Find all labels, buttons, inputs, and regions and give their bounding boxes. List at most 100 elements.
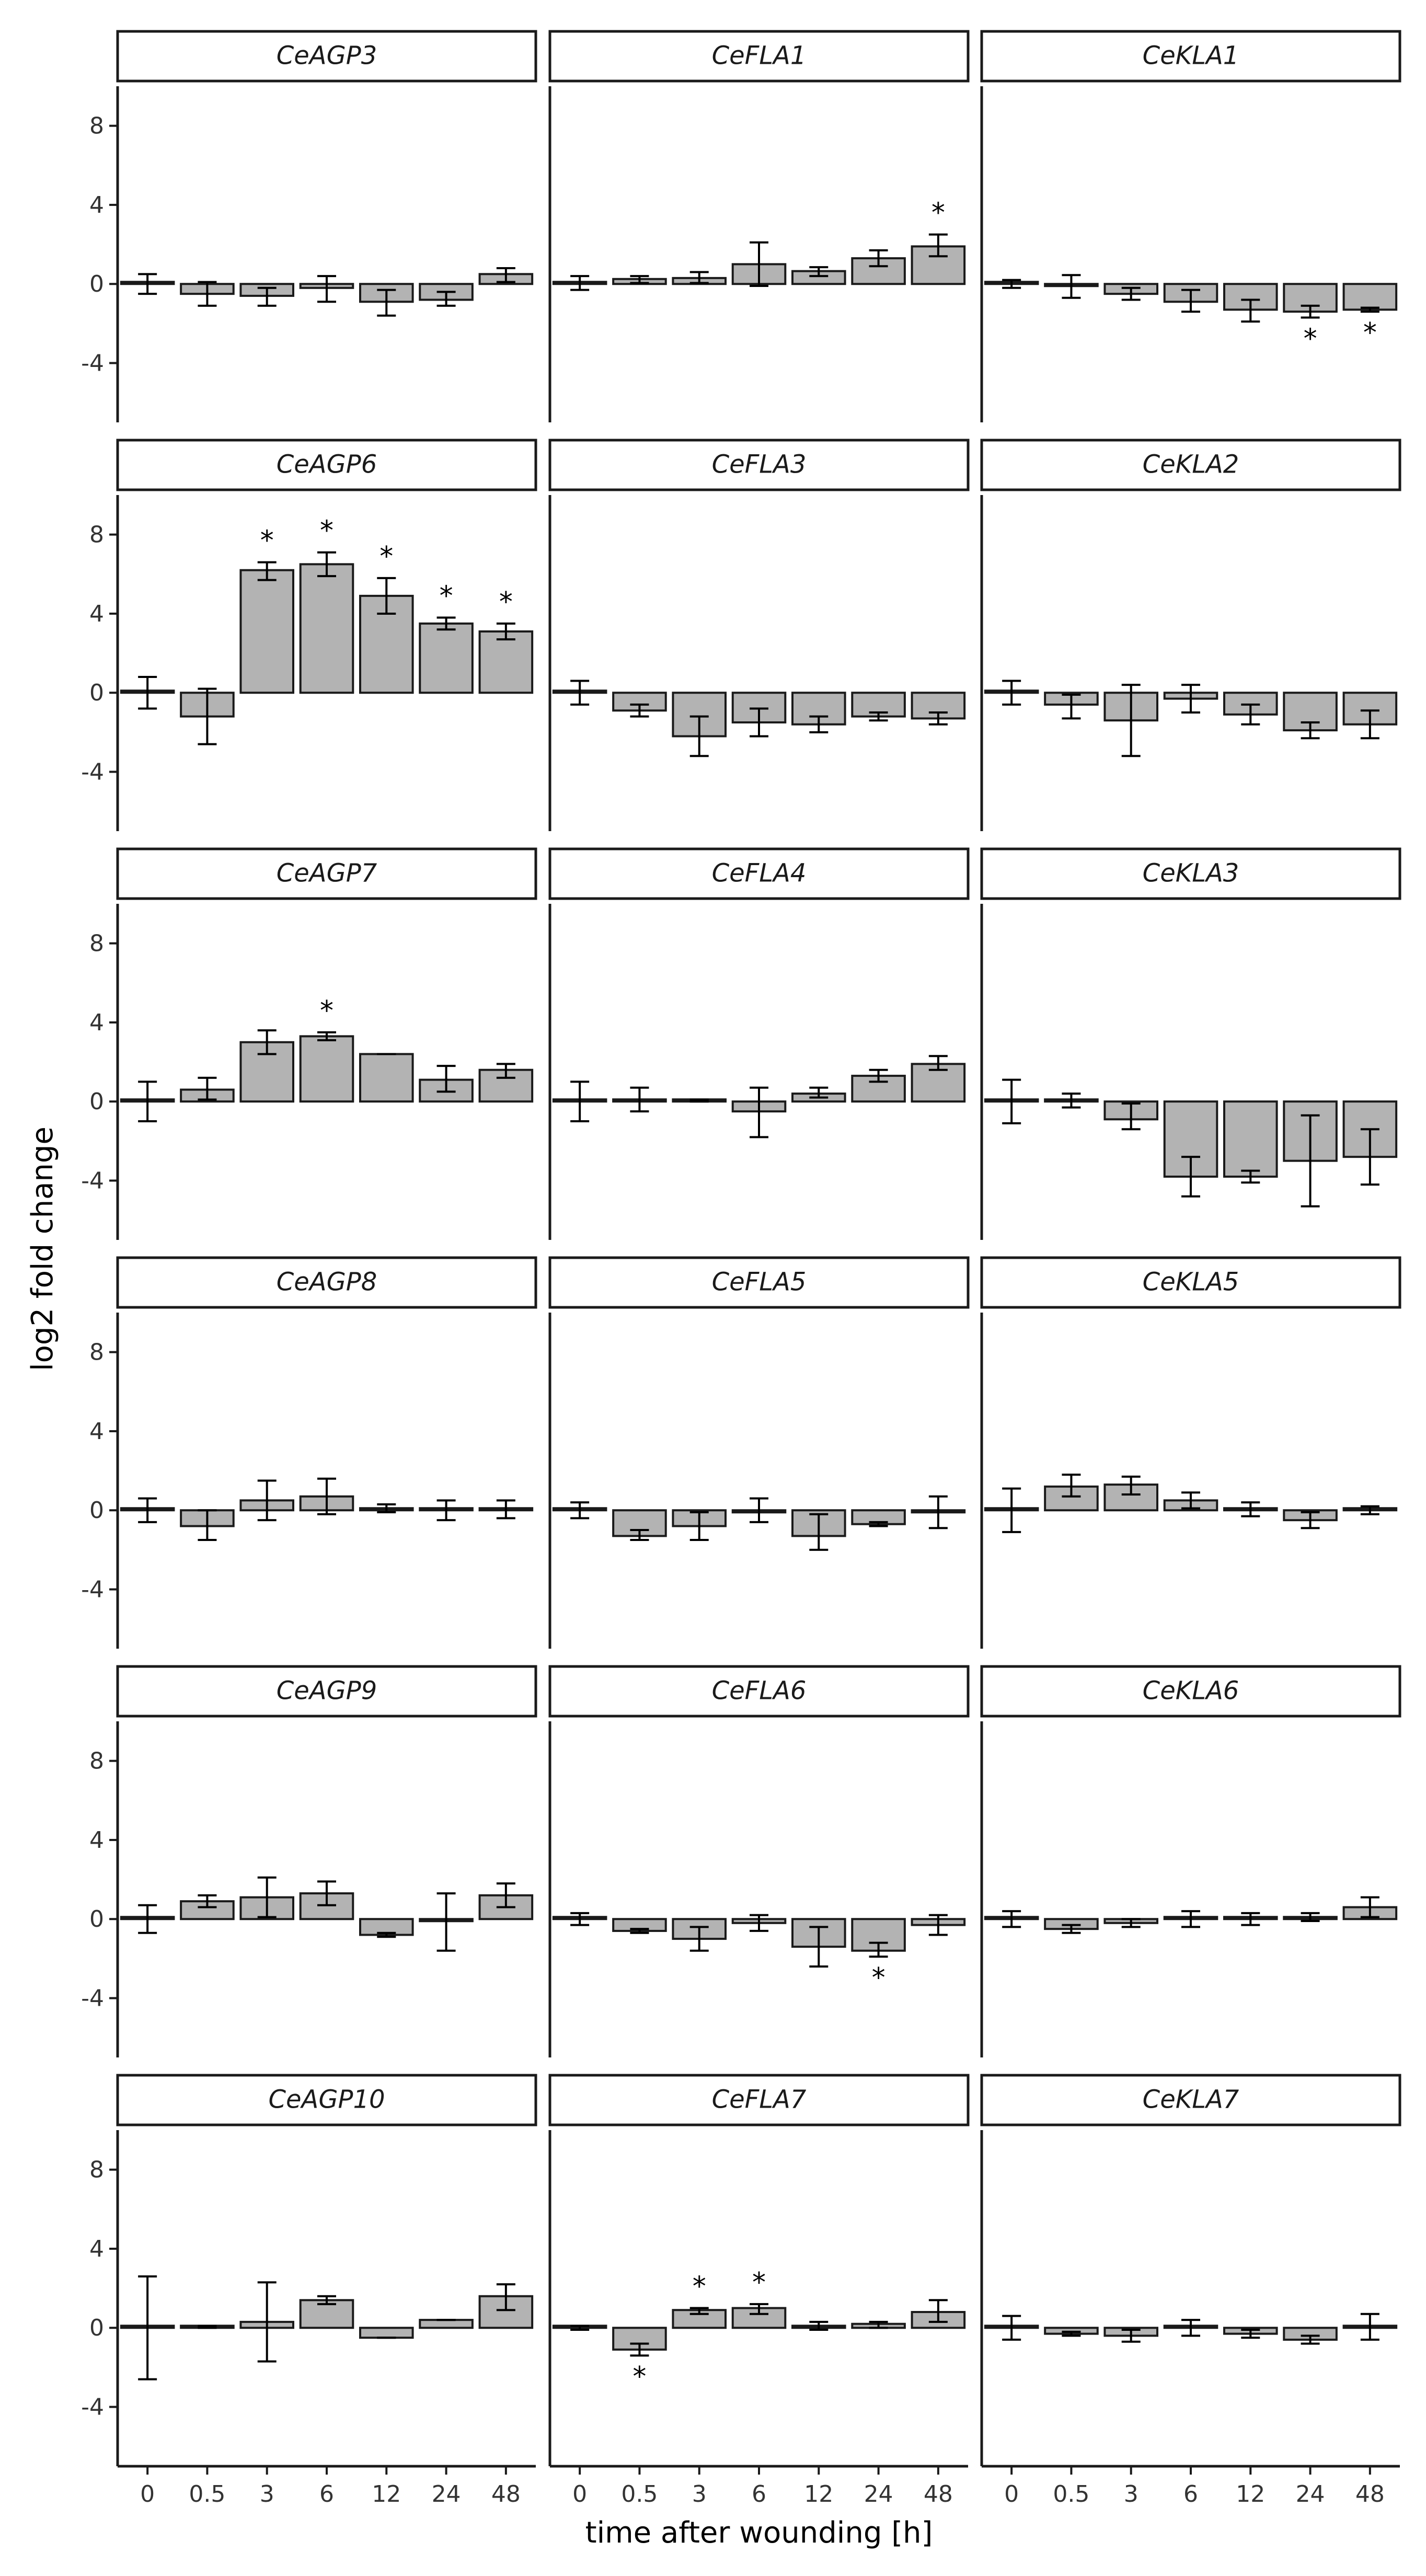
strip-box	[116, 30, 537, 83]
error-bar	[1002, 680, 1021, 706]
strip-box	[116, 1256, 537, 1309]
strip-label: CeFLA5	[712, 1268, 807, 1297]
y-tick-label: -4	[81, 2394, 104, 2421]
facet-CeKLA3: CeKLA3	[980, 847, 1401, 1240]
error-bar	[1241, 1912, 1260, 1926]
error-bar	[1062, 274, 1081, 299]
strip-box	[980, 1256, 1401, 1309]
error-bar	[496, 267, 515, 283]
x-tick-label: 48	[1355, 2481, 1385, 2508]
error-bar	[1241, 1501, 1260, 1517]
error-bar	[689, 1511, 709, 1541]
significance-marker: *	[320, 995, 334, 1027]
facet-CeKLA2: CeKLA2	[980, 439, 1401, 831]
strip-box	[548, 847, 970, 900]
y-tick-label: 8	[89, 1339, 104, 1366]
strip-box	[548, 1256, 970, 1309]
error-bar	[1002, 2315, 1021, 2341]
error-bar	[317, 2295, 336, 2305]
y-tick-label: 4	[89, 2236, 104, 2262]
y-tick-label: 8	[89, 522, 104, 548]
x-tick-label: 12	[804, 2481, 833, 2508]
error-bar	[928, 1055, 948, 1071]
facet-CeAGP8: CeAGP8 -4 0 4 8	[81, 1256, 537, 1649]
error-bar	[750, 1914, 768, 1932]
error-bar	[1360, 709, 1379, 740]
error-bar	[1301, 1912, 1320, 1923]
x-tick-label: 0.5	[189, 2481, 225, 2508]
error-bar	[1360, 1896, 1379, 1918]
x-tick-label: 24	[864, 2481, 893, 2508]
strip-box	[980, 439, 1401, 491]
strip-box	[116, 439, 537, 491]
facet-CeAGP7: CeAGP7 -4 0 4 8 *	[81, 847, 537, 1240]
bar-CeAGP7-12	[359, 1053, 414, 1103]
error-bar	[496, 622, 515, 641]
strip-label: CeFLA4	[712, 859, 807, 888]
error-bar	[1301, 304, 1320, 319]
error-bar	[317, 1031, 336, 1041]
error-bar	[317, 551, 336, 578]
strip-label: CeKLA3	[1143, 859, 1239, 888]
facet-CeFLA5: CeFLA5	[548, 1256, 970, 1649]
error-bar	[138, 675, 157, 710]
error-bar	[1241, 1169, 1260, 1184]
strip-label: CeKLA2	[1143, 450, 1239, 479]
error-bar	[1181, 1491, 1200, 1510]
y-tick-label: 4	[89, 601, 104, 627]
significance-marker: *	[1304, 324, 1317, 355]
x-tick-label: 3	[260, 2481, 274, 2508]
strip-label: CeAGP9	[277, 1676, 377, 1706]
strip-box	[548, 439, 970, 491]
y-tick-label: 0	[89, 680, 104, 706]
error-bar	[1181, 289, 1200, 313]
bar-CeAGP7-6	[299, 1035, 354, 1103]
error-bar	[436, 1499, 456, 1522]
error-bar	[809, 1926, 829, 1968]
facet-CeKLA6: CeKLA6	[980, 1665, 1401, 2057]
error-bar	[198, 1894, 217, 1908]
x-tick-label: 48	[491, 2481, 521, 2508]
strip-label: CeAGP8	[277, 1268, 377, 1297]
error-bar	[317, 1880, 336, 1906]
error-bar	[869, 711, 888, 722]
strip-box	[980, 2074, 1401, 2126]
error-bar	[630, 703, 649, 718]
strip-label: CeFLA6	[712, 1676, 807, 1706]
error-bar	[436, 1065, 456, 1093]
error-bar	[1062, 1092, 1081, 1109]
x-tick-label: 3	[692, 2481, 707, 2508]
error-bar	[570, 680, 590, 706]
error-bar	[869, 1068, 888, 1083]
y-tick-label: 8	[89, 2157, 104, 2183]
error-bar	[1301, 721, 1320, 740]
facet-CeKLA5: CeKLA5	[980, 1256, 1401, 1649]
error-bar	[928, 1495, 948, 1530]
error-bar	[809, 266, 829, 278]
error-bar	[198, 1509, 217, 1541]
error-bar	[1360, 1505, 1379, 1515]
error-bar	[317, 1477, 336, 1515]
strip-box	[980, 847, 1401, 900]
x-tick-label: 6	[319, 2481, 334, 2508]
significance-marker: *	[320, 515, 334, 547]
bar-CeAGP6-6	[299, 563, 354, 694]
facet-CeAGP10: CeAGP10 -4 0 4 8	[81, 2074, 537, 2468]
error-bar	[630, 275, 649, 284]
bar-CeAGP10-24	[419, 2319, 474, 2329]
error-bar	[750, 1497, 768, 1523]
facet-CeFLA1: CeFLA1 *	[548, 30, 970, 422]
strip-box	[116, 847, 537, 900]
error-bar	[1301, 1511, 1320, 1530]
x-axis-title: time after wounding [h]	[585, 2516, 933, 2550]
error-bar	[138, 273, 157, 295]
error-bar	[750, 241, 768, 288]
strip-label: CeFLA1	[712, 41, 807, 71]
x-tick-label: 12	[1236, 2481, 1265, 2508]
error-bar	[1241, 703, 1260, 726]
x-tick-label: 6	[752, 2481, 766, 2508]
error-bar	[809, 715, 829, 733]
y-tick-label: 0	[89, 271, 104, 297]
facet-CeFLA7: CeFLA7 * * *	[548, 2074, 970, 2468]
error-bar	[689, 271, 709, 284]
